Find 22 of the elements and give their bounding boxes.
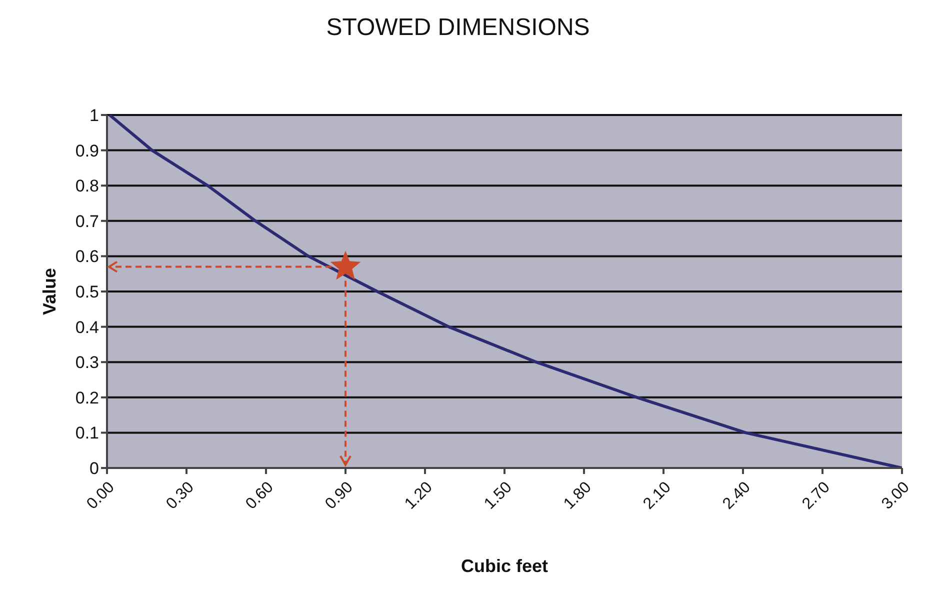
x-tick-label: 1.80	[560, 478, 595, 513]
x-tick-label: 1.20	[402, 478, 436, 513]
y-tick-label: 0.3	[75, 353, 99, 372]
y-tick-label: 0.9	[75, 141, 99, 160]
y-tick-label: 0.8	[75, 176, 99, 196]
y-tick-label: 0.1	[75, 424, 99, 443]
y-tick-label: 0	[90, 459, 99, 478]
y-tick-label: 0.4	[75, 318, 99, 337]
y-tick-label: 0.6	[75, 247, 99, 266]
y-tick-label: 1	[90, 106, 99, 126]
chart-title: STOWED DIMENSIONS	[325, 14, 591, 42]
x-tick-label: 0.90	[322, 478, 356, 513]
x-tick-label: 1.50	[481, 478, 516, 513]
x-tick-label: 3.00	[878, 478, 913, 513]
x-tick-label: 0.60	[242, 478, 277, 513]
y-tick-label: 0.2	[75, 388, 99, 408]
x-tick-label: 0.00	[84, 478, 118, 513]
x-tick-label: 0.30	[163, 478, 198, 513]
x-axis-title: Cubic feet	[460, 556, 548, 576]
y-tick-label: 0.5	[75, 282, 99, 302]
y-axis-title: Value	[39, 268, 60, 316]
y-tick-label: 0.7	[75, 212, 99, 231]
